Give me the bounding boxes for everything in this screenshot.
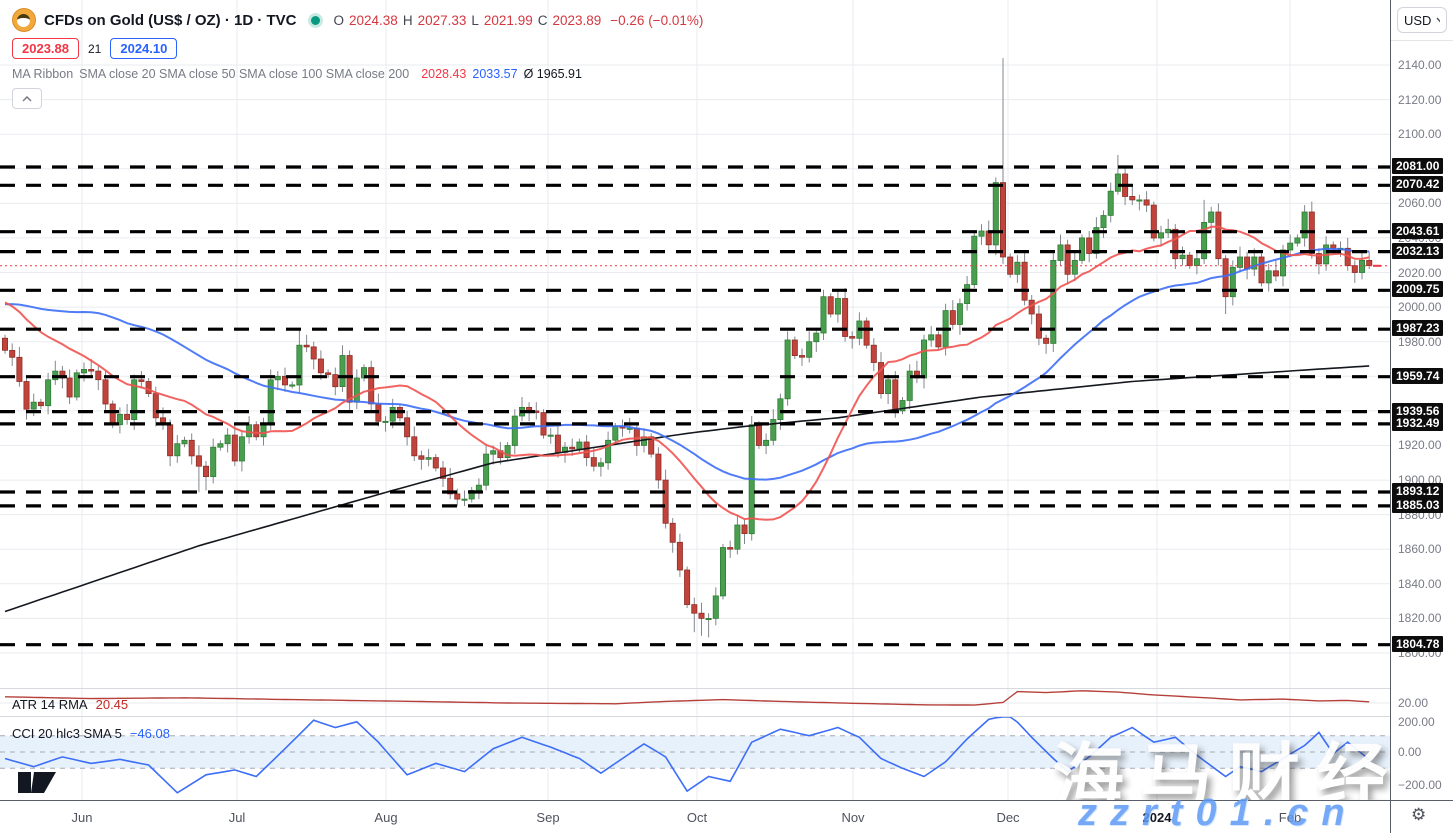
close-label: C: [537, 12, 548, 28]
time-scale[interactable]: Jun Jul Aug Sep Oct Nov Dec 2024 Feb: [0, 801, 1390, 833]
time-label: Aug: [374, 810, 398, 825]
price-tick: 1920.00: [1398, 438, 1442, 452]
time-label: Sep: [536, 810, 560, 825]
price-level-label: 2009.75: [1392, 281, 1444, 297]
ohlc-values: O 2024.38 H 2027.33 L 2021.99 C 2023.89 −0.2…: [334, 13, 704, 28]
price-level-label: 1885.03: [1392, 497, 1444, 513]
indicator-title[interactable]: MA Ribbon: [12, 67, 74, 81]
indicator-params: SMA close 20 SMA close 50 SMA close 100 …: [79, 67, 410, 81]
pane-separator[interactable]: [0, 716, 1453, 717]
indicator-scale-tick: −200.00: [1398, 778, 1442, 792]
time-axis-settings-gear-icon[interactable]: ⚙: [1405, 805, 1432, 824]
price-level-label: 2032.13: [1392, 243, 1444, 259]
sell-price-button[interactable]: 2023.88: [12, 38, 79, 59]
price-tick: 2020.00: [1398, 266, 1442, 280]
low-value: 2021.99: [483, 12, 533, 28]
open-value: 2024.38: [349, 12, 398, 28]
price-tick: 2140.00: [1398, 58, 1442, 72]
high-label: H: [402, 12, 413, 28]
price-level-label: 1959.74: [1392, 368, 1444, 384]
price-tick: 1820.00: [1398, 611, 1442, 625]
price-tick: 2120.00: [1398, 93, 1442, 107]
time-label: Nov: [841, 810, 865, 825]
time-label: Dec: [996, 810, 1020, 825]
change-value: −0.26 (−0.01%): [610, 12, 704, 28]
close-value: 2023.89: [552, 12, 602, 28]
currency-label: USD: [1404, 12, 1432, 28]
price-level-label: 2070.42: [1392, 176, 1444, 192]
time-label: Jul: [228, 810, 246, 825]
price-level-label: 1987.23: [1392, 320, 1444, 336]
low-label: L: [471, 12, 479, 28]
buy-price-button[interactable]: 2024.10: [110, 38, 178, 59]
price-tick: 1840.00: [1398, 577, 1442, 591]
pane-separator[interactable]: [0, 688, 1453, 689]
price-level-label: 1893.12: [1392, 483, 1444, 499]
price-level-label: 2043.61: [1392, 223, 1444, 239]
indicator-avg-value: Ø 1965.91: [523, 67, 582, 81]
open-label: O: [333, 12, 345, 28]
spread-value: 21: [88, 41, 102, 56]
time-axis-separator: [0, 800, 1453, 801]
tradingview-logo[interactable]: [16, 765, 58, 797]
indicator-sma50-value: 2033.57: [472, 67, 518, 81]
symbol-logo-icon: [12, 8, 36, 32]
price-tick: 2060.00: [1398, 196, 1442, 210]
time-label: Jun: [71, 810, 93, 825]
chart-pane[interactable]: [0, 0, 1390, 800]
price-level-label: 1804.78: [1392, 636, 1444, 652]
atr-indicator-label[interactable]: ATR 14 RMA: [12, 697, 88, 712]
symbol-title[interactable]: CFDs on Gold (US$ / OZ) · 1D · TVC: [44, 11, 297, 29]
cci-indicator-label[interactable]: CCI 20 hlc3 SMA 5: [12, 726, 122, 741]
high-value: 2027.33: [417, 12, 467, 28]
indicator-scale-tick: 20.00: [1398, 696, 1429, 710]
market-status-dot: [310, 15, 320, 25]
collapse-indicators-button[interactable]: [12, 88, 42, 109]
chevron-down-icon: [1436, 17, 1440, 22]
time-label: Oct: [686, 810, 708, 825]
atr-value: 20.45: [95, 697, 129, 712]
time-label: 2024: [1142, 810, 1172, 825]
price-level-label: 1932.49: [1392, 415, 1444, 431]
price-scale[interactable]: USD 2140.002120.002100.002080.002060.002…: [1390, 0, 1453, 833]
chevron-up-icon: [22, 95, 32, 102]
indicator-scale-tick: 200.00: [1398, 715, 1435, 729]
time-label: Feb: [1278, 810, 1302, 825]
price-tick: 2000.00: [1398, 300, 1442, 314]
cci-value: −46.08: [129, 726, 170, 741]
price-tick: 2100.00: [1398, 127, 1442, 141]
price-tick: 1980.00: [1398, 335, 1442, 349]
price-level-label: 2081.00: [1392, 158, 1444, 174]
price-tick: 1860.00: [1398, 542, 1442, 556]
indicator-scale-tick: 0.00: [1398, 745, 1422, 759]
indicator-sma20-value: 2028.43: [421, 67, 467, 81]
currency-selector[interactable]: USD: [1397, 7, 1447, 33]
